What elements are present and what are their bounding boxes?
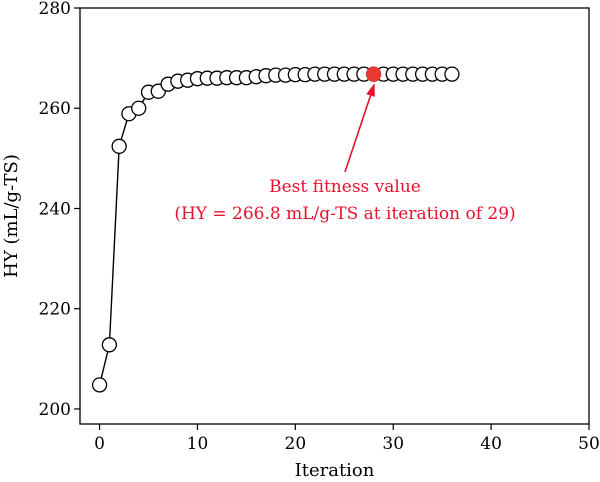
axis-ticks: 0 10 20 30 40 50 200 220 240 260 280 — [39, 0, 600, 454]
x-tick-label: 50 — [578, 434, 600, 454]
plot-frame — [79, 7, 590, 425]
x-tick-label: 40 — [480, 434, 502, 454]
y-tick-label: 280 — [39, 0, 71, 19]
x-tick-label: 10 — [187, 434, 209, 454]
x-tick-label: 0 — [94, 434, 105, 454]
annotation-group: Best fitness value (HY = 266.8 mL/g-TS a… — [174, 83, 516, 224]
annotation-arrow — [344, 95, 372, 173]
y-axis-title: HY (mL/g-TS) — [1, 154, 22, 278]
best-fitness-point — [366, 66, 382, 82]
annotation-arrow-head — [366, 83, 375, 97]
series-line — [98, 73, 452, 386]
y-tick-label: 200 — [39, 400, 71, 420]
y-tick-label: 240 — [39, 199, 71, 219]
annotation-line-1: Best fitness value — [269, 177, 421, 197]
data-point — [444, 66, 460, 82]
x-axis-title: Iteration — [295, 460, 375, 481]
data-point — [91, 377, 108, 393]
data-point — [101, 337, 118, 353]
x-tick-label: 20 — [285, 434, 307, 454]
annotation-line-2: (HY = 266.8 mL/g-TS at iteration of 29) — [174, 204, 515, 224]
y-tick-label: 220 — [39, 300, 71, 320]
data-point — [111, 138, 127, 154]
data-point — [131, 100, 147, 116]
y-tick-label: 260 — [39, 99, 71, 119]
series-group — [91, 66, 460, 393]
x-tick-label: 30 — [382, 434, 404, 454]
